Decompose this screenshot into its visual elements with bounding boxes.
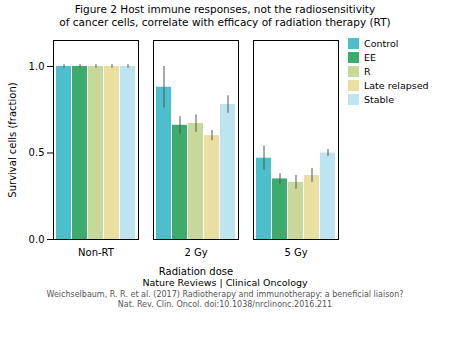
svg-text:Radiation dose: Radiation dose (159, 266, 233, 277)
svg-text:Non-RT: Non-RT (78, 247, 115, 258)
svg-text:5 Gy: 5 Gy (284, 247, 307, 258)
html-text:Stable: Stable (364, 94, 395, 105)
svg-text:Survival cells (fraction): Survival cells (fraction) (7, 82, 18, 197)
html-text:R: R (364, 66, 371, 77)
svg-text:2 Gy: 2 Gy (184, 247, 207, 258)
svg-text:0.5: 0.5 (29, 147, 45, 158)
html-text:EE: EE (364, 52, 376, 63)
html-text:Control: Control (364, 38, 399, 49)
svg-text:0.0: 0.0 (29, 234, 45, 245)
html-text:Figure 2 Host immune responses: Figure 2 Host immune responses, not the … (59, 3, 391, 28)
html-text:Late relapsed: Late relapsed (364, 80, 429, 91)
html-text:Weichselbaum, R. R. et al. (20: Weichselbaum, R. R. et al. (2017) Radiot… (46, 290, 404, 309)
html-text:Nature Reviews | Clinical Onco: Nature Reviews | Clinical Oncology (142, 277, 308, 288)
svg-text:1.0: 1.0 (29, 61, 45, 72)
